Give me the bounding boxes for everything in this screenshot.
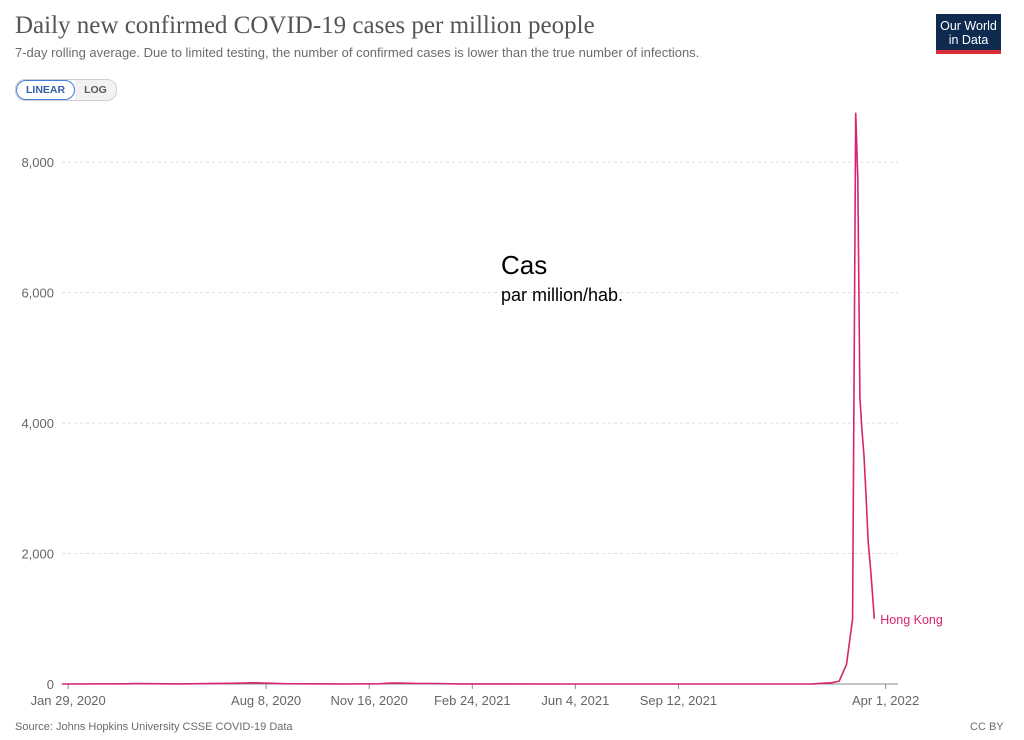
owid-logo[interactable]: Our World in Data xyxy=(936,14,1001,54)
log-scale-button[interactable]: LOG xyxy=(75,80,116,100)
x-tick-label: Jun 4, 2021 xyxy=(541,693,609,708)
x-tick-label: Jan 29, 2020 xyxy=(31,693,106,708)
y-tick-label: 8,000 xyxy=(21,155,54,170)
x-tick-label: Apr 1, 2022 xyxy=(852,693,919,708)
logo-line-1: Our World xyxy=(940,19,997,33)
y-axis-ticks: 0 2,000 4,000 6,000 8,000 xyxy=(21,155,54,692)
chart-annotation: Cas par million/hab. xyxy=(501,250,623,306)
series-label[interactable]: Hong Kong xyxy=(880,613,943,627)
grid-lines xyxy=(62,161,898,685)
annotation-line-1: Cas xyxy=(501,250,548,280)
x-tick-label: Nov 16, 2020 xyxy=(331,693,408,708)
y-tick-label: 4,000 xyxy=(21,416,54,431)
license-link[interactable]: CC BY xyxy=(970,721,1004,733)
logo-line-2: in Data xyxy=(948,33,989,47)
source-note[interactable]: Source: Johns Hopkins University CSSE CO… xyxy=(15,721,293,733)
series-layer: Hong Kong xyxy=(61,112,943,685)
chart-subtitle: 7-day rolling average. Due to limited te… xyxy=(15,45,700,60)
x-axis-ticks: Jan 29, 2020 Aug 8, 2020 Nov 16, 2020 Feb 2… xyxy=(31,684,919,708)
x-tick-label: Sep 12, 2021 xyxy=(640,693,717,708)
y-tick-label: 6,000 xyxy=(21,286,54,301)
annotation-line-2: par million/hab. xyxy=(501,285,624,305)
series-line-hong-kong[interactable] xyxy=(61,112,876,685)
y-tick-label: 0 xyxy=(47,677,54,692)
linear-scale-button[interactable]: LINEAR xyxy=(16,80,76,100)
scale-toggle: LINEAR LOG xyxy=(15,79,117,101)
x-tick-label: Aug 8, 2020 xyxy=(231,693,301,708)
x-tick-label: Feb 24, 2021 xyxy=(434,693,511,708)
y-tick-label: 2,000 xyxy=(21,547,54,562)
chart-title: Daily new confirmed COVID-19 cases per m… xyxy=(15,12,595,39)
